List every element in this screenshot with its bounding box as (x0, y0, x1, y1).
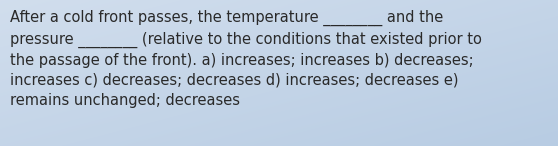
Text: After a cold front passes, the temperature ________ and the
pressure ________ (r: After a cold front passes, the temperatu… (10, 10, 482, 108)
